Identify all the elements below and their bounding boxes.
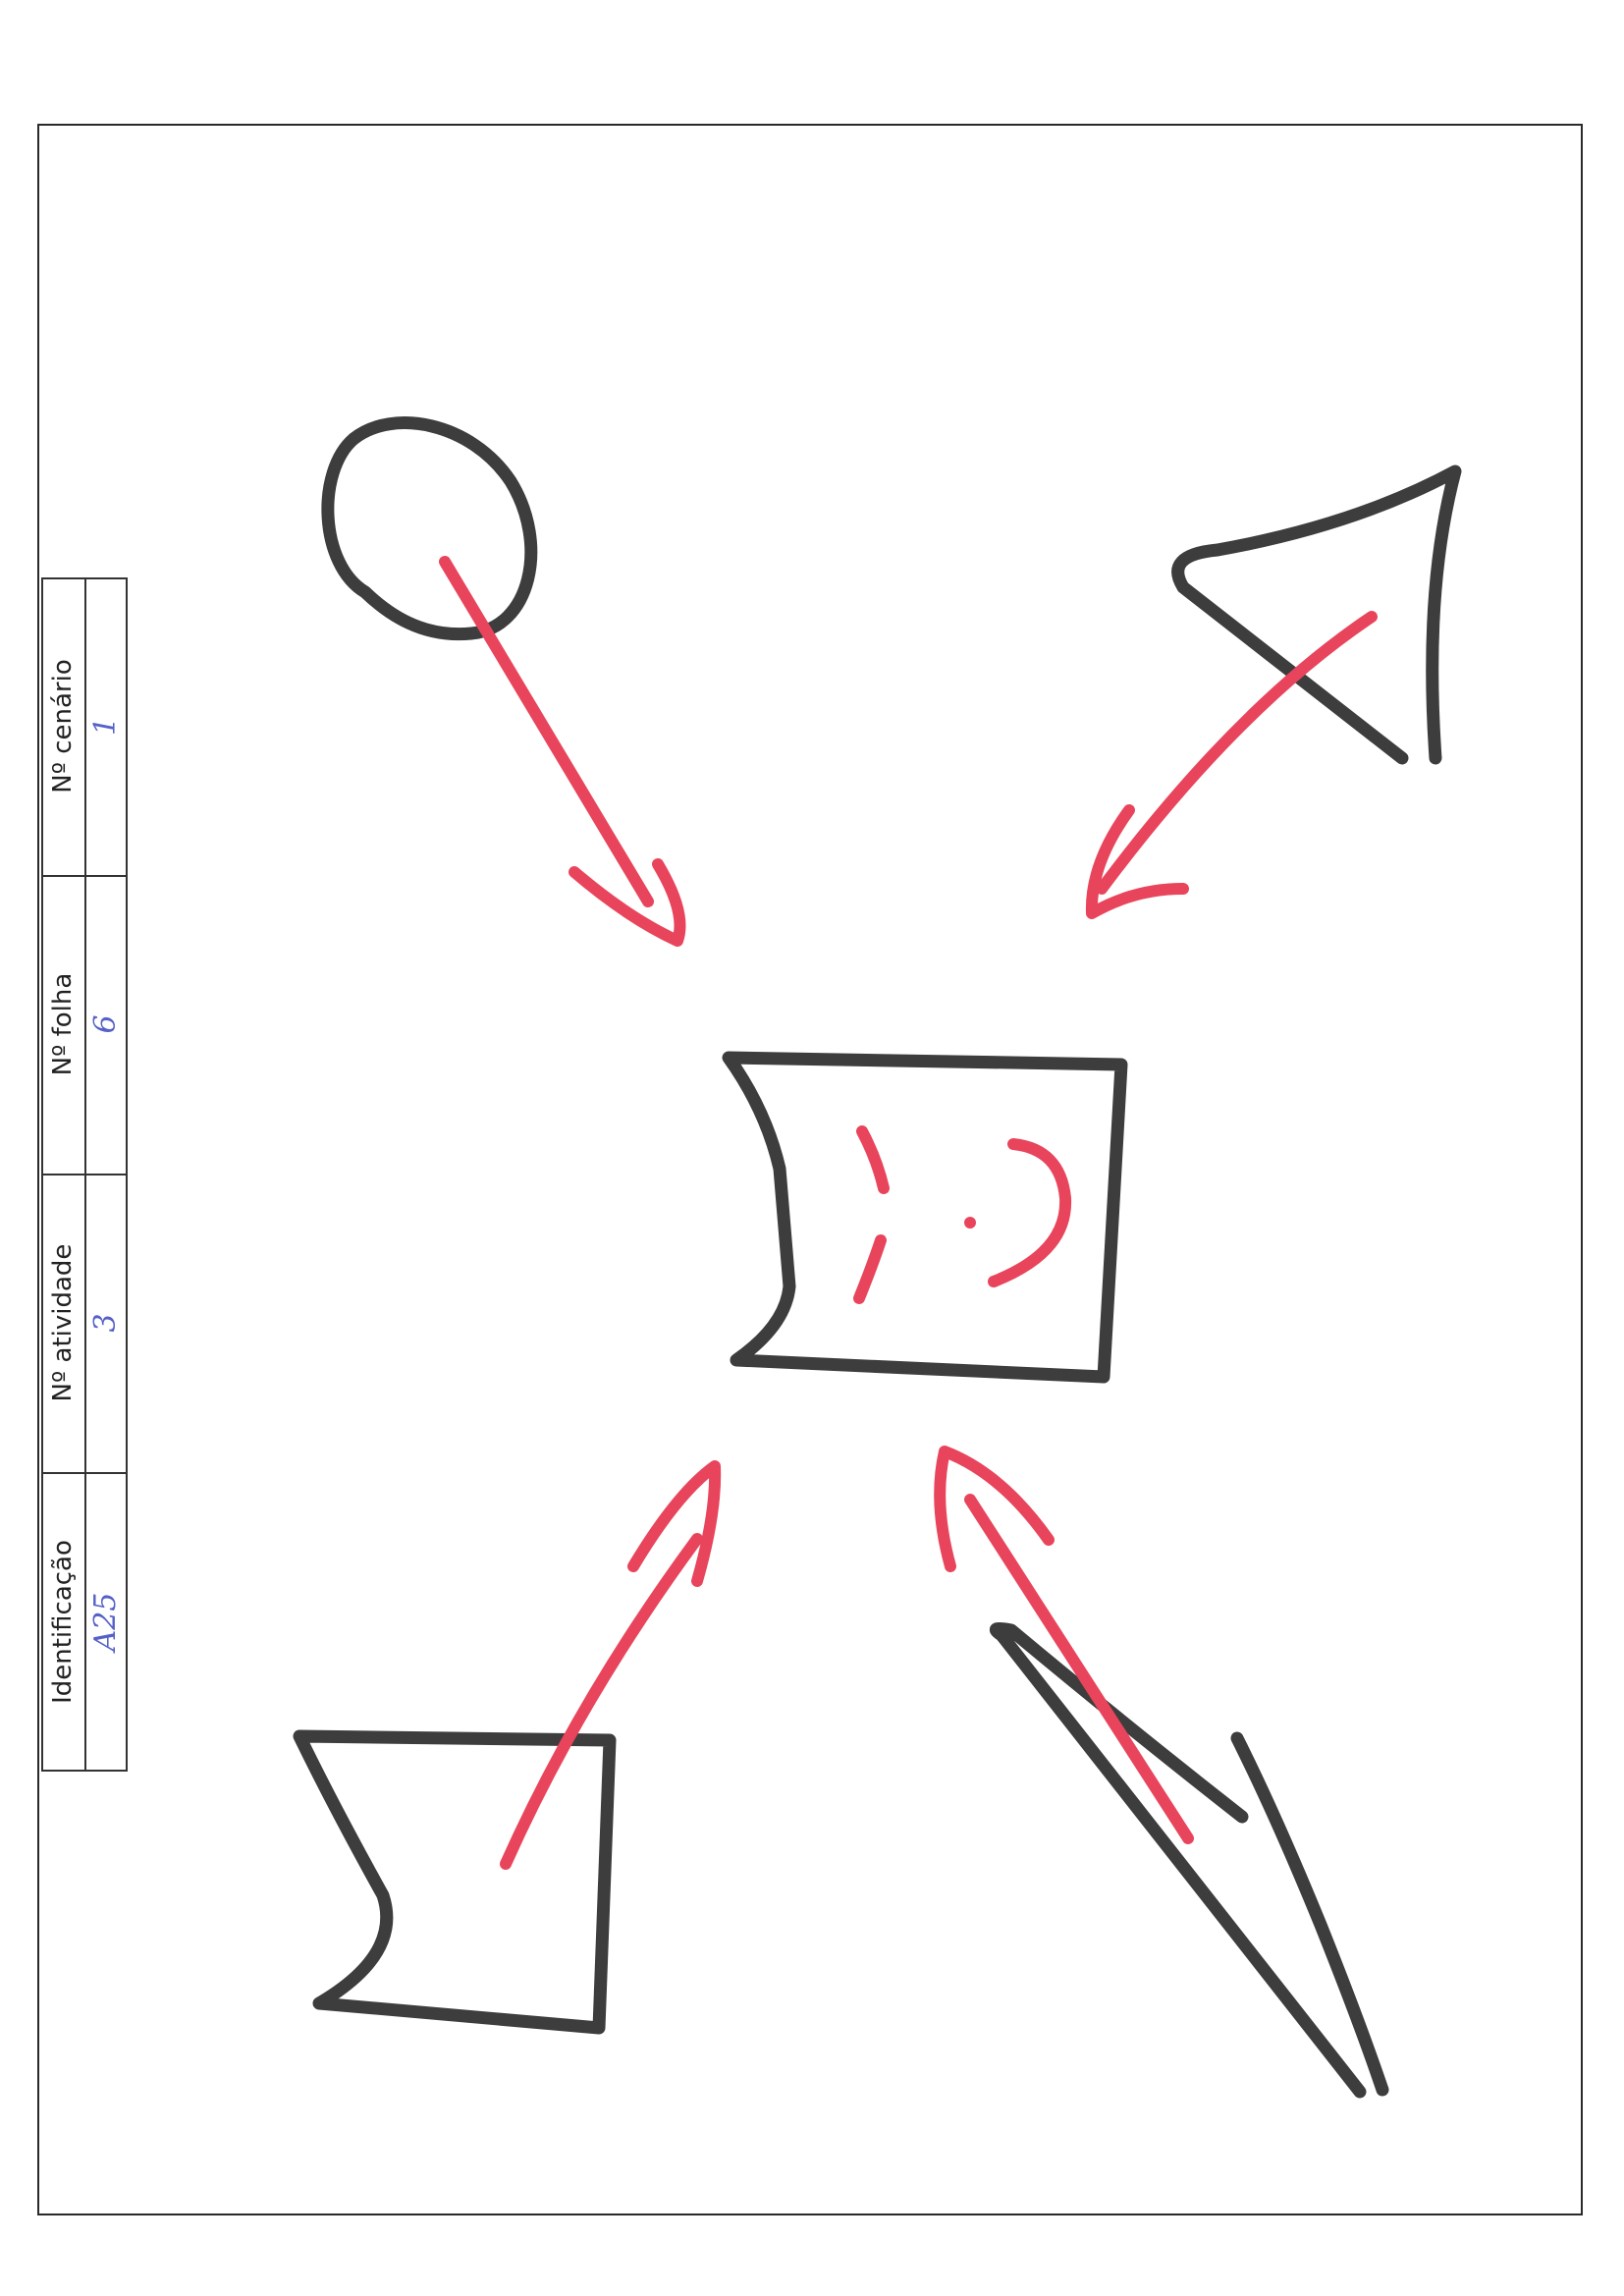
page-border (37, 124, 1583, 2215)
lightning-shape (989, 1621, 1367, 2099)
ellipse-shape (321, 416, 538, 641)
face-dot (964, 1217, 976, 1229)
lightning-shape-stroke (1230, 1731, 1389, 2097)
table-divider (41, 875, 128, 877)
arrow-from-triangle (1096, 611, 1378, 895)
bottom-left-flag-shape (293, 1729, 617, 2035)
face-smile (988, 1138, 1072, 1287)
face-eyebrow-lower (853, 1234, 887, 1304)
identification-table: Nº cenário 1 Nº folha 6 Nº atividade 3 I… (41, 577, 128, 1772)
arrow-from-triangle-head (1085, 804, 1189, 919)
arrow-from-bottom-left-flag-head (627, 1460, 722, 1587)
arrow-from-lightning-head (934, 1446, 1055, 1572)
arrow-from-ellipse-head (568, 858, 686, 947)
arrow-from-lightning (964, 1494, 1194, 1844)
table-divider (41, 1174, 128, 1175)
arrow-from-bottom-left-flag (500, 1533, 703, 1870)
table-divider (41, 1472, 128, 1474)
center-flag-shape (722, 1051, 1128, 1384)
face-eyebrow-upper (856, 1125, 890, 1194)
triangle-shape (1171, 465, 1462, 765)
arrow-from-ellipse (439, 556, 654, 907)
